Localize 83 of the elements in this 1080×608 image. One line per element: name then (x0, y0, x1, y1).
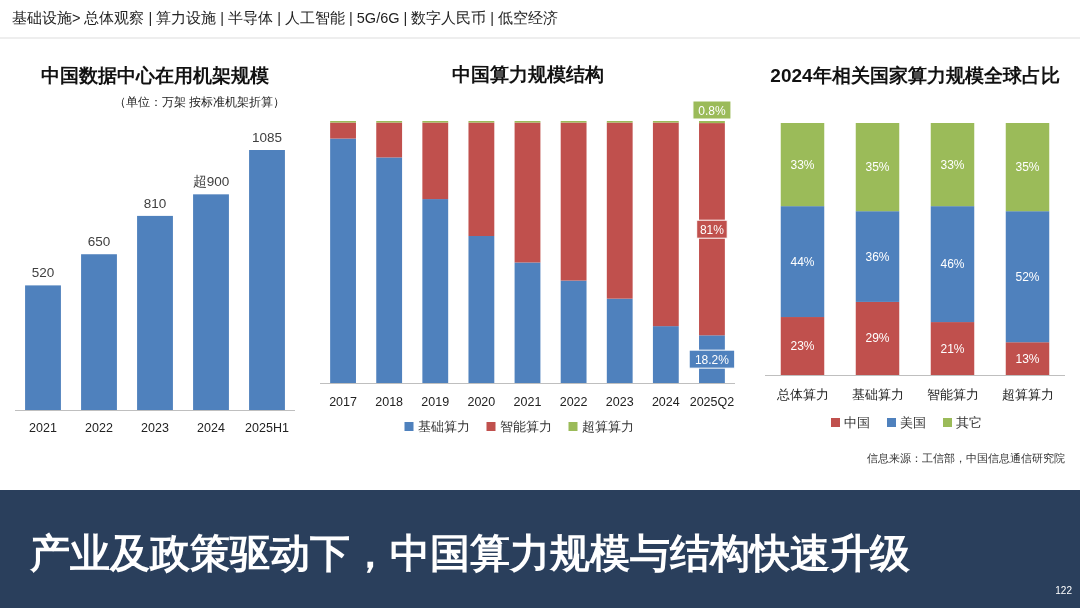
x-tick-label: 2019 (421, 395, 450, 409)
bar (422, 122, 449, 200)
chart-subtitle: （单位：万架 按标准机架折算） (113, 96, 285, 109)
x-tick-label: 2025H1 (245, 421, 289, 435)
bar (1005, 342, 1050, 375)
bar (468, 236, 495, 383)
data-label: 1085 (251, 130, 283, 145)
data-label: 23% (790, 339, 815, 354)
x-tick-label: 智能算力 (926, 388, 979, 402)
data-label: 44% (790, 254, 815, 269)
bar (514, 262, 541, 383)
text: 122 (1055, 585, 1073, 596)
chart-title: 2024年相关国家算力规模全球占比 (770, 65, 1060, 86)
x-tick-label: 2022 (559, 395, 588, 409)
bar (930, 322, 975, 375)
data-label: 29% (865, 331, 890, 346)
bar (468, 122, 495, 237)
x-tick-label: 2024 (651, 395, 680, 409)
bar (376, 157, 403, 383)
data-label: 18.2% (694, 352, 730, 367)
text: 基础设施> 总体观察 | 算力设施 | 半导体 | 人工智能 | 5G/6G | 数字人民币 | 低空经济 (12, 10, 559, 26)
data-label: 35% (1015, 160, 1040, 175)
bar (1005, 123, 1050, 212)
bar (1005, 211, 1050, 343)
bar (606, 298, 633, 383)
bar (780, 317, 825, 375)
bar (193, 194, 229, 410)
bar (137, 215, 173, 410)
x-tick-label: 2021 (29, 421, 57, 435)
chart-title: 中国数据中心在用机架规模 (41, 65, 269, 86)
bar (652, 326, 679, 383)
data-label: 33% (940, 157, 965, 172)
data-label: 81% (699, 222, 725, 237)
bar (514, 122, 541, 263)
x-tick-label: 2023 (605, 395, 634, 409)
bar (376, 122, 403, 158)
data-label: 0.8% (698, 103, 726, 118)
bar (780, 206, 825, 318)
data-label: 650 (87, 234, 111, 250)
bar (606, 122, 633, 299)
data-label: 35% (865, 160, 890, 175)
bar (780, 123, 825, 207)
data-label: 36% (865, 249, 890, 264)
data-label: 520 (31, 265, 55, 281)
x-tick-label: 2021 (513, 395, 542, 409)
bar (560, 280, 587, 383)
bar (855, 123, 900, 212)
text: 产业及政策驱动下，中国算力规模与结构快速升级 (29, 531, 911, 575)
bar (330, 122, 356, 139)
bar (855, 301, 900, 375)
bar (930, 123, 975, 207)
data-label: 21% (940, 341, 965, 356)
legend-label: 美国 (900, 415, 926, 430)
data-label: 810 (143, 195, 167, 211)
legend-label: 其它 (956, 415, 982, 430)
data-label: 33% (790, 157, 815, 172)
bar (699, 123, 725, 336)
bar (25, 285, 61, 410)
bar (855, 211, 900, 302)
data-label: 超900 (192, 174, 230, 190)
bar (330, 138, 356, 383)
bar (930, 206, 975, 323)
bar (81, 254, 117, 410)
x-tick-label: 总体算力 (775, 388, 829, 402)
bar (560, 122, 587, 281)
legend-label: 中国 (844, 416, 870, 430)
text: 信息来源：工信部，中国信息通信研究院 (867, 452, 1065, 464)
x-tick-label: 2017 (329, 395, 358, 409)
x-tick-label: 2025Q2 (689, 395, 735, 409)
x-tick-label: 2022 (85, 421, 113, 435)
x-tick-label: 基础算力 (851, 388, 904, 402)
bar (249, 150, 285, 410)
data-label: 13% (1015, 351, 1040, 366)
x-tick-label: 2023 (141, 421, 169, 435)
x-tick-label: 2018 (375, 395, 404, 409)
bar (652, 122, 679, 327)
chart-title: 中国算力规模结构 (451, 64, 604, 85)
data-label: 52% (1015, 269, 1040, 284)
x-tick-label: 2020 (467, 395, 496, 409)
x-tick-label: 2024 (197, 421, 225, 435)
data-label: 46% (940, 257, 965, 272)
bar (422, 199, 449, 383)
x-tick-label: 超算算力 (1001, 388, 1054, 402)
